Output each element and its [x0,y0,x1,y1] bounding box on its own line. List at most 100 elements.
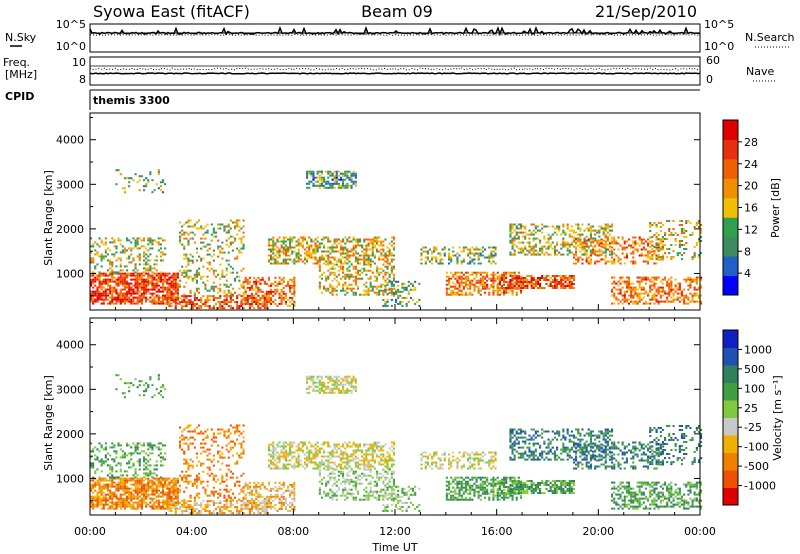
power-cell [356,262,360,265]
power-cell [467,293,470,296]
velocity-cell [153,493,156,496]
power-cell [367,238,370,241]
power-cell [212,249,215,252]
power-cell [380,285,383,288]
velocity-cell [265,508,268,511]
power-cell [632,260,635,263]
power-cell [312,170,315,173]
power-cell [272,244,275,247]
velocity-cell [183,450,186,453]
power-cell [683,294,686,297]
power-cell [503,275,506,278]
power-cell [172,299,175,302]
power-cell [104,294,107,297]
power-cell [511,231,514,234]
power-cell [236,223,239,226]
power-cell [378,271,381,274]
power-cell [229,293,232,296]
power-cell [547,285,550,288]
power-cell [284,246,288,249]
power-cell [655,294,658,297]
velocity-cell [145,491,148,494]
power-cell [278,276,281,279]
power-cell [356,287,360,290]
velocity-cell [119,470,122,473]
velocity-cell [155,505,158,508]
power-cell [528,275,531,278]
power-cell [636,296,639,299]
power-cell [680,224,684,227]
power-cell [642,292,645,295]
power-cell [102,298,105,301]
power-cell [581,233,584,236]
power-cell [619,258,622,261]
power-cell [276,262,279,265]
power-cell [126,249,129,252]
power-cell [549,237,552,240]
power-cell [128,274,131,277]
power-cell [123,280,127,283]
power-cell [680,254,684,257]
power-cell [680,220,684,223]
power-cell [543,277,546,280]
power-cell [604,251,607,254]
velocity-cell [138,495,141,498]
velocity-cell [134,497,137,500]
power-cell [553,251,557,254]
power-cell [617,258,620,261]
nsky-label: N.Sky [5,31,37,44]
power-cell [187,241,190,244]
power-cell [164,239,167,242]
power-cell [511,293,514,296]
power-cell [568,243,571,246]
power-cell [166,290,169,293]
velocity-cell [136,505,139,508]
power-cell [350,180,353,183]
power-cell [210,255,213,258]
power-cell [229,271,232,274]
power-cell [147,239,150,242]
velocity-cell [193,508,196,511]
power-cell [621,276,624,279]
power-cell [126,300,129,303]
velocity-cell [174,487,177,490]
power-cell [174,290,177,293]
power-cell [401,290,404,293]
power-cell [159,185,163,188]
power-cell [183,223,186,226]
power-cell [172,286,175,289]
velocity-cell [113,481,116,484]
power-cell [657,286,660,289]
power-cell [248,288,252,291]
power-cell [359,277,362,280]
velocity-cell [187,466,190,469]
power-cell [392,273,396,276]
velocity-cell [121,392,124,395]
power-cell [450,293,453,296]
velocity-cell [98,479,101,482]
power-cell [653,298,656,301]
power-cell [257,299,260,302]
power-cell [225,301,228,304]
power-cell [670,300,673,303]
power-cell [687,288,690,291]
velocity-cell [227,500,230,503]
power-cell [348,236,351,239]
power-cell [509,275,512,278]
velocity-cell [219,510,222,513]
power-cell [401,284,404,287]
power-cell [339,186,343,189]
power-cell [145,300,148,303]
velocity-cell [102,503,105,506]
power-cell [375,248,379,251]
velocity-cell [138,464,141,467]
power-cell [373,240,376,243]
velocity-cell [119,493,122,496]
power-cell [312,250,315,253]
power-cell [390,269,393,272]
power-cell [130,177,133,180]
power-cell [454,273,457,276]
power-cell [625,300,629,303]
power-cell [147,181,150,184]
power-cell [392,275,396,278]
